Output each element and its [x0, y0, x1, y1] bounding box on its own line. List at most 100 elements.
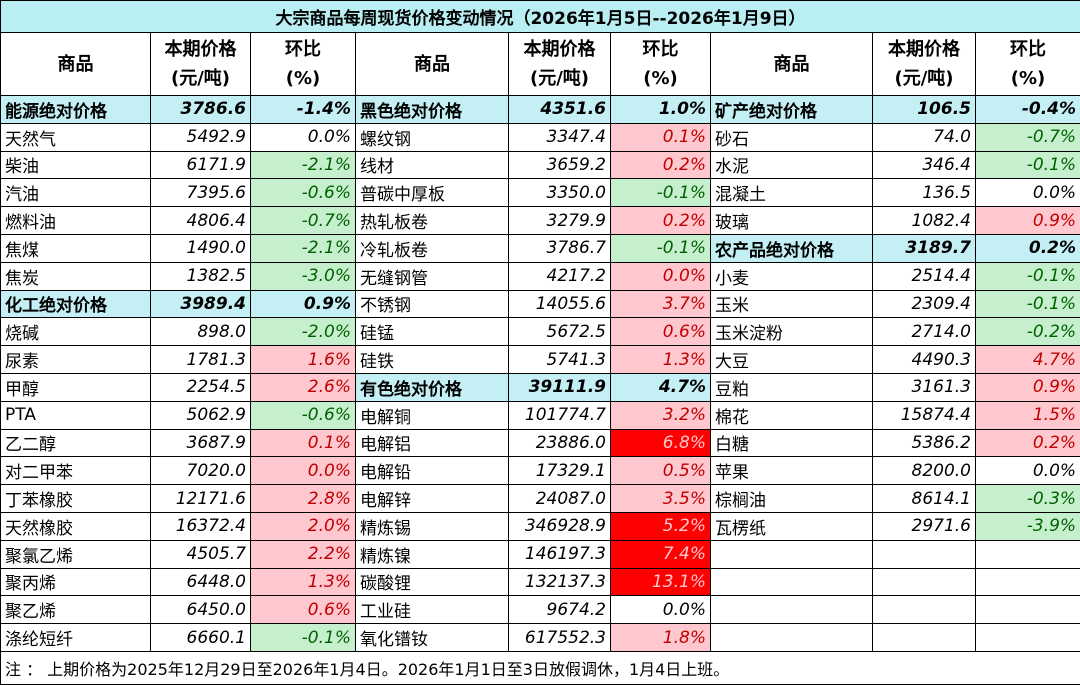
header-cell: 本期价格 (元/吨)	[150, 32, 251, 96]
price-cell: 3189.7	[872, 233, 976, 263]
price-cell: 3659.2	[508, 150, 611, 180]
price-cell: 2254.5	[150, 372, 251, 402]
data-row: 对二甲苯 7020.0 0.0% 电解铅 17329.1 0.5% 苹果 8200.0 0.0%	[0, 456, 1080, 486]
change-cell: 0.0%	[974, 178, 1080, 208]
price: 1781.3	[186, 349, 246, 370]
price-cell: 74.0	[872, 122, 976, 152]
price: 136.5	[922, 182, 971, 203]
change-cell: 0.9%	[974, 206, 1080, 235]
name: 电解铅	[360, 463, 411, 484]
name-cell: 氧化镨钕	[355, 623, 509, 652]
name: 有色绝对价格	[360, 379, 462, 400]
price: 74.0	[933, 127, 971, 148]
name-cell: 水泥	[710, 150, 873, 180]
change-cell: 0.0%	[250, 456, 356, 486]
price-cell: 5062.9	[150, 400, 251, 430]
name: 电解锌	[360, 491, 411, 512]
change: -0.1%	[1026, 266, 1077, 287]
name-cell: 聚氯乙烯	[0, 539, 151, 569]
data-row: 燃料油 4806.4 -0.7% 热轧板卷 3279.9 0.2% 玻璃 1082.4 0.9%	[0, 206, 1080, 235]
change-cell: 0.0%	[974, 456, 1080, 486]
price-cell: 3347.4	[508, 122, 611, 152]
change-cell: 2.0%	[250, 511, 356, 541]
header-text: (%)	[285, 68, 321, 89]
price: 39111.9	[528, 377, 606, 398]
header-text: 环比	[285, 39, 321, 60]
change: 3.2%	[662, 405, 706, 426]
name-cell: 电解锌	[355, 484, 509, 513]
change: 7.4%	[662, 544, 706, 565]
change-cell: -0.1%	[974, 261, 1080, 291]
name-cell: 工业硅	[355, 595, 509, 625]
change: 0.9%	[1032, 377, 1077, 398]
name-cell: 天然气	[0, 122, 151, 152]
name-cell: 小麦	[710, 261, 873, 291]
change: -0.1%	[1026, 154, 1077, 175]
name-cell: 玉米	[710, 289, 873, 319]
price: 346.4	[922, 154, 971, 175]
name: 氧化镨钕	[360, 630, 428, 651]
name-cell: 柴油	[0, 150, 151, 180]
price-cell: 15874.4	[872, 400, 976, 430]
change-cell: -0.6%	[250, 178, 356, 208]
change-cell: 0.2%	[974, 233, 1080, 263]
header-cell: 环比 (%)	[250, 32, 356, 96]
change: -0.1%	[1026, 293, 1077, 314]
name-cell: 混凝土	[710, 178, 873, 208]
change-cell: 1.8%	[610, 623, 711, 652]
change-cell: 7.4%	[610, 539, 711, 569]
change: -3.0%	[301, 266, 351, 287]
change: 0.6%	[662, 321, 706, 342]
price: 146197.3	[524, 544, 606, 565]
change: 0.2%	[662, 154, 706, 175]
price: 5062.9	[186, 405, 246, 426]
price-cell: 5492.9	[150, 122, 251, 152]
name: 电解铜	[360, 407, 411, 428]
data-row: 能源绝对价格 3786.6 -1.4% 黑色绝对价格 4351.6 1.0% 矿产绝对价格 1…	[0, 95, 1080, 124]
change-cell: -0.2%	[974, 317, 1080, 347]
change: 2.6%	[307, 377, 351, 398]
name: 玻璃	[715, 213, 749, 234]
name: 豆粕	[715, 379, 749, 400]
change-cell: 0.0%	[610, 261, 711, 291]
name: 硅铁	[360, 352, 394, 373]
change: 0.0%	[307, 460, 351, 481]
name-cell: 玻璃	[710, 206, 873, 235]
price-cell: 346928.9	[508, 511, 611, 541]
change-cell: 0.6%	[250, 595, 356, 625]
name-cell	[710, 539, 873, 569]
price: 3989.4	[180, 293, 246, 314]
name: 普碳中厚板	[360, 185, 445, 206]
price-cell: 17329.1	[508, 456, 611, 486]
price: 4351.6	[540, 99, 606, 120]
data-row: 汽油 7395.6 -0.6% 普碳中厚板 3350.0 -0.1% 混凝土 136.5 0.0…	[0, 178, 1080, 208]
price-cell: 1382.5	[150, 261, 251, 291]
price-cell: 132137.3	[508, 567, 611, 597]
change: 0.1%	[307, 432, 351, 453]
price: 6171.9	[186, 154, 246, 175]
change-cell: 2.8%	[250, 484, 356, 513]
change: 6.8%	[662, 432, 706, 453]
change-cell: 3.5%	[610, 484, 711, 513]
change-cell	[974, 539, 1080, 569]
price: 15874.4	[900, 405, 971, 426]
change-cell: -0.1%	[250, 623, 356, 652]
price: 4806.4	[186, 210, 246, 231]
change-cell: 0.5%	[610, 456, 711, 486]
name-cell: 丁苯橡胶	[0, 484, 151, 513]
header-text: 环比	[1010, 39, 1047, 60]
price-cell: 12171.6	[150, 484, 251, 513]
price: 3687.9	[186, 432, 246, 453]
change: 2.8%	[307, 488, 351, 509]
data-row: 聚乙烯 6450.0 0.6% 工业硅 9674.2 0.0%	[0, 595, 1080, 625]
name: 混凝土	[715, 185, 766, 206]
change: 2.0%	[307, 516, 351, 537]
header-cell: 环比 (%)	[974, 32, 1080, 96]
change-cell: 0.0%	[250, 122, 356, 152]
name: 瓦楞纸	[715, 518, 766, 539]
name: 热轧板卷	[360, 213, 428, 234]
change-cell: 4.7%	[974, 345, 1080, 374]
header-text: (元/吨)	[529, 68, 590, 89]
price: 16372.4	[175, 516, 246, 537]
